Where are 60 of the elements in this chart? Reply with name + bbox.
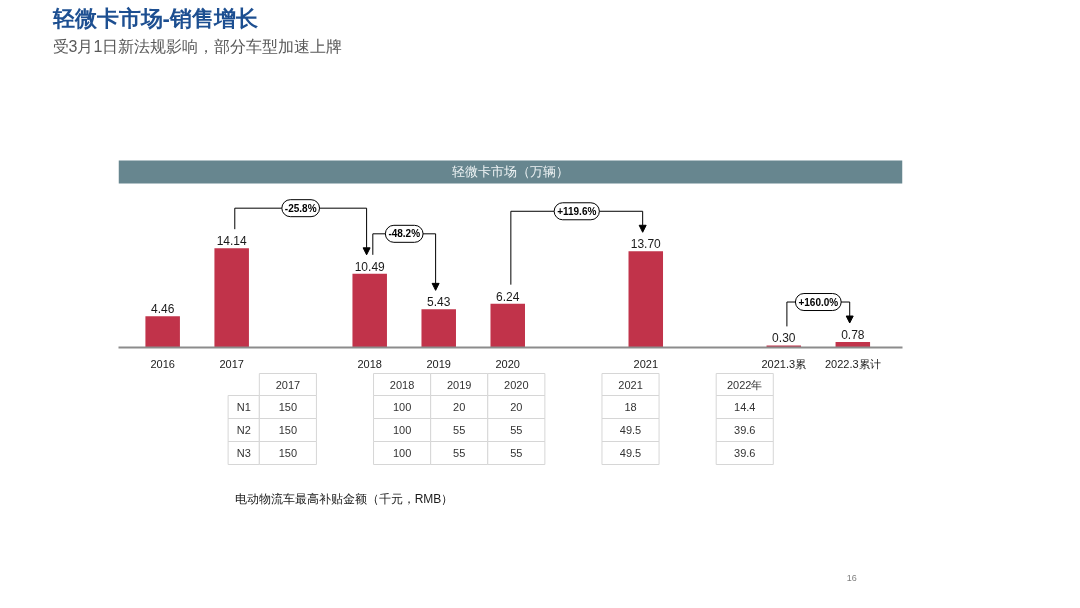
data-label: 39.6 [734, 424, 756, 436]
chart-title: 轻微卡市场-销售增长 [51, 5, 259, 31]
x-tick-label: 2017 [275, 378, 301, 391]
x-tick-label: 2017 [219, 357, 244, 370]
x-tick-label: 2021 [633, 357, 659, 370]
data-label: 13.70 [630, 237, 662, 252]
data-label: 55 [453, 447, 466, 459]
data-label: 14.4 [734, 401, 756, 413]
data-label: 55 [510, 424, 523, 436]
data-label: 0.78 [841, 328, 865, 343]
data-label: 14.14 [216, 234, 248, 249]
x-tick-label: 2019 [446, 378, 472, 391]
text: 电动物流车最高补贴金额（千元，RMB） [234, 491, 454, 506]
annotation: +160.0% [798, 296, 839, 308]
data-label: 20 [510, 401, 523, 413]
data-label: 49.5 [619, 447, 642, 459]
data-label: 150 [278, 401, 298, 413]
data-label: 55 [510, 447, 523, 459]
data-label: 6.24 [496, 289, 520, 304]
data-label: 10.49 [354, 259, 386, 274]
data-label: 39.6 [734, 447, 756, 459]
x-tick-label: 2021 [618, 378, 643, 391]
x-tick-label: 2020 [504, 378, 529, 391]
bar [490, 303, 525, 348]
bar [628, 251, 664, 348]
y-axis-title: 轻微卡市场（万辆） [452, 164, 569, 180]
bar [145, 316, 180, 348]
x-tick-label: 2016 [150, 357, 175, 370]
text: -25.8% [284, 202, 317, 214]
x-tick-label: 2018 [389, 378, 415, 391]
data-label: 100 [392, 401, 412, 413]
text: +119.6% [557, 205, 597, 217]
bar [421, 309, 456, 348]
chart-subtitle: 受3月1日新法规影响，部分车型加速上牌 [52, 37, 343, 55]
data-label: 4.46 [150, 302, 175, 317]
x-tick-label: 2019 [426, 357, 451, 370]
x-tick-label: 2020 [495, 357, 520, 370]
text: -48.2% [388, 228, 421, 240]
data-label: 100 [392, 424, 412, 436]
data-label: 49.5 [619, 424, 642, 436]
bar [835, 342, 871, 348]
x-tick-label: 2021.3累 [761, 357, 807, 370]
x-tick-label: 2022.3累计 [824, 357, 881, 370]
y-tick-label: N2 [236, 424, 251, 436]
x-tick-label: 2022年 [727, 378, 763, 391]
data-label: 150 [278, 424, 298, 436]
bar [352, 273, 387, 348]
x-tick-label: 2018 [357, 357, 382, 370]
data-label: 100 [392, 447, 412, 459]
text: 16 [846, 572, 857, 583]
data-label: 150 [278, 447, 298, 459]
y-tick-label: N1 [236, 401, 251, 413]
bar [766, 345, 802, 348]
data-label: 18 [624, 401, 637, 413]
data-label: 5.43 [427, 295, 451, 310]
data-label: 0.30 [772, 331, 796, 346]
y-tick-label: N3 [236, 447, 251, 459]
data-label: 20 [453, 401, 466, 413]
data-label: 55 [453, 424, 466, 436]
bar [214, 248, 249, 348]
